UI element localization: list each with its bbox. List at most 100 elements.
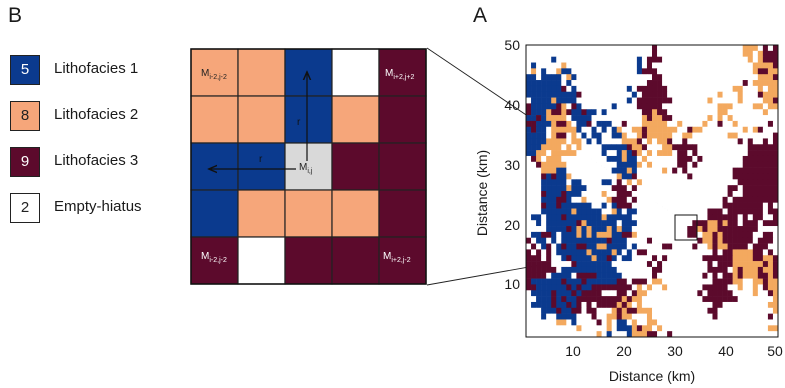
map-cell <box>626 319 633 326</box>
map-cell <box>636 202 643 209</box>
map-cell <box>652 103 658 110</box>
map-cell <box>541 237 547 244</box>
map-cell <box>621 214 628 221</box>
map-cell <box>707 144 713 151</box>
map-cell <box>641 296 648 303</box>
map-cell <box>667 91 673 98</box>
map-cell <box>551 50 557 57</box>
map-cell <box>631 115 638 122</box>
map-cell <box>677 331 683 338</box>
map-cell <box>606 167 612 174</box>
map-cell <box>677 272 683 279</box>
map-cell <box>631 126 638 133</box>
map-cell <box>606 296 612 303</box>
map-cell <box>732 237 738 244</box>
map-cell <box>531 80 537 87</box>
map-cell <box>551 68 557 75</box>
map-cell <box>641 301 648 309</box>
map-cell <box>576 150 582 157</box>
map-cell <box>677 120 683 128</box>
map-cell <box>757 45 764 52</box>
map-cell <box>626 68 633 75</box>
map-cell <box>531 161 537 168</box>
map-cell <box>536 150 542 157</box>
map-cell <box>727 103 733 110</box>
map-cell <box>611 126 618 133</box>
map-cell <box>767 50 774 57</box>
map-cell <box>616 155 623 163</box>
map-cell <box>762 296 769 303</box>
map-cell <box>556 80 562 87</box>
map-cell <box>646 237 653 244</box>
map-cell <box>662 155 668 163</box>
map-cell <box>536 331 542 338</box>
map-cell <box>581 68 587 75</box>
map-cell <box>646 278 653 285</box>
map-cell <box>707 161 713 168</box>
map-cell <box>561 313 567 320</box>
map-cell <box>581 120 587 128</box>
x-axis-ticks: 10 20 30 40 50 <box>565 343 783 359</box>
map-cell <box>682 91 688 98</box>
map-cell <box>692 97 698 104</box>
map-cell <box>646 185 653 192</box>
map-cell <box>536 68 542 75</box>
map-cell <box>536 231 542 239</box>
map-cell <box>742 91 749 98</box>
map-cell <box>677 196 683 203</box>
map-cell <box>657 132 663 139</box>
map-cell <box>636 237 643 244</box>
map-cell <box>717 214 723 221</box>
map-cell <box>646 126 653 133</box>
map-cell <box>717 50 723 57</box>
map-cell <box>687 150 693 157</box>
map-cell <box>616 226 623 233</box>
map-cell <box>652 91 658 98</box>
map-cell <box>697 290 703 297</box>
map-cell <box>772 109 779 116</box>
map-cell <box>712 56 718 63</box>
map-cell <box>576 167 582 174</box>
legend-label-lithofacies-3: Lithofacies 3 <box>54 152 139 169</box>
map-cell <box>576 144 582 151</box>
map-cell <box>586 266 592 274</box>
map-cell <box>551 45 557 52</box>
map-cell <box>667 167 673 174</box>
map-cell <box>536 284 542 291</box>
map-cell <box>727 331 733 338</box>
map-cell <box>662 301 668 309</box>
map-cell <box>611 97 618 104</box>
map-cell <box>737 138 744 145</box>
map-cell <box>631 68 638 75</box>
map-cell <box>636 266 643 274</box>
map-cell <box>601 144 607 151</box>
map-cell <box>712 296 718 303</box>
map-cell <box>591 126 597 133</box>
map-cell <box>596 255 602 262</box>
map-cell <box>752 278 759 285</box>
map-cell <box>616 56 623 63</box>
map-cell <box>732 231 738 239</box>
map-cell <box>591 243 597 250</box>
map-cell <box>641 120 648 128</box>
map-cell <box>732 220 738 227</box>
map-cell <box>737 50 744 57</box>
map-cell <box>712 196 718 203</box>
map-cell <box>636 296 643 303</box>
map-cell <box>646 191 653 198</box>
map-cell <box>692 202 698 209</box>
map-cell <box>772 243 779 250</box>
map-cell <box>576 208 582 215</box>
map-cell <box>526 208 532 215</box>
map-cell <box>702 331 708 338</box>
map-cell <box>737 45 744 52</box>
map-cell <box>531 50 537 57</box>
map-cell <box>662 50 668 57</box>
map-cell <box>707 74 713 81</box>
map-cell <box>551 319 557 326</box>
map-cell <box>652 208 658 215</box>
map-cell <box>561 231 567 239</box>
map-cell <box>556 325 562 332</box>
map-cell <box>531 261 537 268</box>
map-cell <box>722 266 728 274</box>
